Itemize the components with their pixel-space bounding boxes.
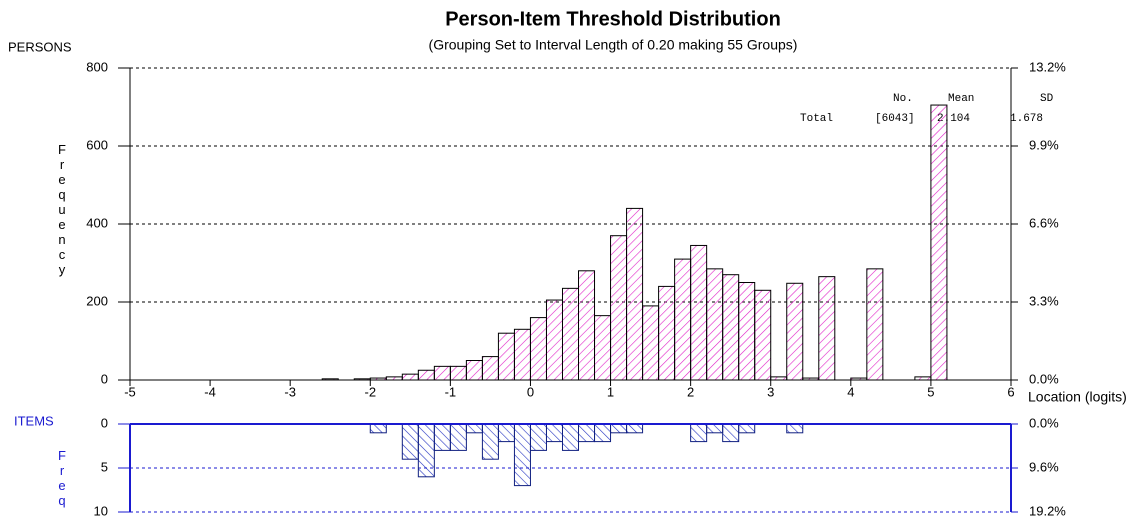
bar [818, 276, 836, 381]
bar [626, 207, 644, 381]
x-tick-label: -5 [124, 384, 136, 399]
group-label: ITEMS [14, 413, 54, 428]
bar [433, 365, 451, 381]
y2-tick-label: 0.0% [1029, 415, 1059, 430]
y-tick-label: 0 [101, 415, 108, 430]
bar [866, 268, 884, 381]
bar [610, 423, 628, 434]
bar [561, 287, 580, 381]
bar [578, 270, 596, 381]
y-axis-label: Freq [55, 448, 70, 508]
bar [481, 356, 499, 381]
stats-header: No. [893, 93, 913, 105]
y-tick-label: 0 [101, 371, 108, 386]
x-tick-label: -1 [445, 384, 457, 399]
y-tick-label: 800 [86, 59, 108, 74]
bar [497, 423, 515, 443]
x-tick-label: 4 [847, 384, 854, 399]
stats-row-label: Total [800, 113, 833, 125]
chart-subtitle: (Grouping Set to Interval Length of 0.20… [429, 37, 798, 53]
bar [594, 315, 612, 381]
y2-tick-label: 9.6% [1029, 459, 1059, 474]
bar [513, 328, 531, 381]
bar [578, 423, 596, 443]
bar [786, 282, 804, 381]
bar [417, 369, 435, 381]
bar [465, 360, 483, 381]
bar [497, 332, 515, 381]
x-tick-label: 1 [607, 384, 614, 399]
x-tick-label: -2 [364, 384, 376, 399]
y-tick-label: 600 [86, 137, 108, 152]
bar [754, 289, 772, 381]
y2-tick-label: 9.9% [1029, 137, 1059, 152]
y-axis-label: Frequency [55, 142, 70, 277]
bar [594, 423, 612, 443]
bar [706, 423, 724, 434]
bar [786, 423, 804, 434]
y-tick-label: 5 [101, 459, 108, 474]
group-label: PERSONS [8, 39, 72, 54]
x-tick-label: 0 [527, 384, 534, 399]
chart-title: Person-Item Threshold Distribution [445, 8, 781, 30]
bar [642, 305, 660, 381]
stats-header: Mean [948, 93, 974, 105]
bar [930, 104, 948, 381]
bar [626, 423, 644, 434]
bar [561, 423, 580, 451]
bar [738, 282, 756, 381]
bar [658, 285, 676, 381]
stats-value: 1.678 [1010, 113, 1043, 125]
bar [610, 235, 628, 381]
bar [449, 423, 467, 451]
y2-tick-label: 6.6% [1029, 215, 1059, 230]
x-tick-label: 5 [927, 384, 934, 399]
bar [722, 423, 740, 443]
bar [481, 423, 499, 460]
bar [401, 373, 419, 381]
bar [433, 423, 451, 451]
stats-value: [6043] [875, 113, 915, 125]
bar [722, 274, 740, 381]
y-tick-label: 200 [86, 293, 108, 308]
bar [529, 317, 547, 381]
x-tick-label: 3 [767, 384, 774, 399]
bar [465, 423, 483, 434]
bar [690, 423, 708, 443]
y-tick-label: 10 [94, 503, 108, 518]
y-tick-label: 400 [86, 215, 108, 230]
x-tick-label: -3 [284, 384, 296, 399]
stats-header: SD [1040, 93, 1054, 105]
y2-tick-label: 0.0% [1029, 371, 1059, 386]
bar [545, 423, 563, 443]
y2-tick-label: 19.2% [1029, 503, 1066, 518]
bar [545, 299, 563, 381]
bar [401, 423, 419, 460]
bar [449, 365, 467, 381]
bar [738, 423, 756, 434]
bar [706, 268, 724, 381]
y2-tick-label: 13.2% [1029, 59, 1066, 74]
y2-tick-label: 3.3% [1029, 293, 1059, 308]
bar [690, 244, 708, 381]
bar [529, 423, 547, 451]
bar [369, 423, 387, 434]
bar [417, 423, 435, 478]
x-tick-label: -4 [204, 384, 216, 399]
x-tick-label: 2 [687, 384, 694, 399]
x-axis-label: Location (logits) [1028, 389, 1127, 405]
bar [674, 258, 692, 381]
bar [513, 423, 531, 487]
x-tick-label: 6 [1007, 384, 1014, 399]
